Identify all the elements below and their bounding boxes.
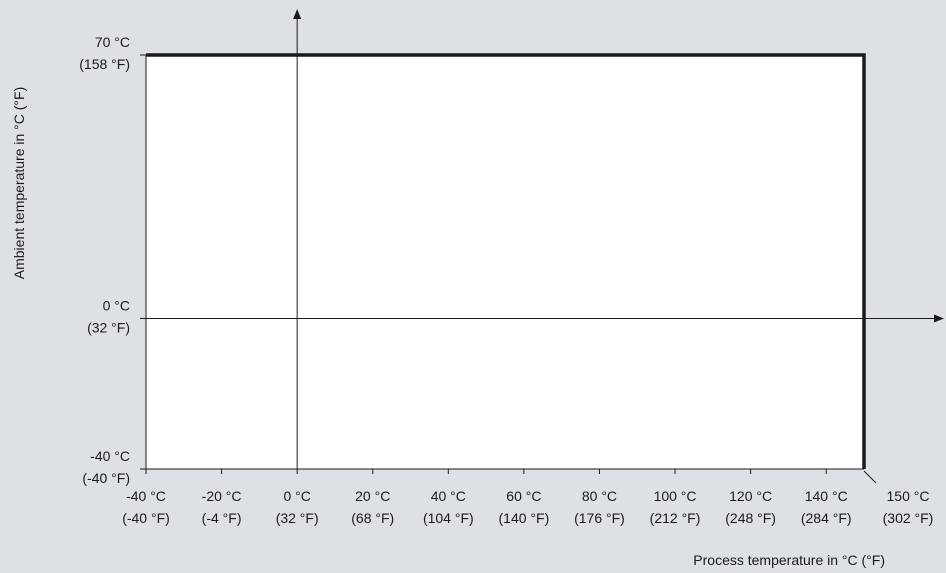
- x-tick-label-f: (176 °F): [574, 510, 625, 526]
- y-tick-label: 0 °C: [103, 297, 130, 313]
- y-axis-arrow: [293, 9, 302, 19]
- x-tick-label: -40 °C: [126, 488, 166, 504]
- x-tick-label-f: (140 °F): [499, 510, 550, 526]
- x-tick-label: 0 °C: [283, 488, 310, 504]
- plot-area: [146, 53, 866, 469]
- x-tick-label-f: (104 °F): [423, 510, 474, 526]
- x-tick-label-f: (284 °F): [801, 510, 852, 526]
- x-axis-title: Process temperature in °C (°F): [693, 552, 885, 568]
- x-tick-label: 150 °C: [887, 488, 930, 504]
- y-axis-title: Ambient temperature in °C (°F): [11, 87, 27, 279]
- x-tick-label-f: (248 °F): [725, 510, 776, 526]
- x-tick-label: 20 °C: [355, 488, 390, 504]
- operating-region: [146, 55, 864, 469]
- x-tick-label: 60 °C: [506, 488, 541, 504]
- x-axis-arrow: [934, 314, 944, 323]
- x-tick-label: -20 °C: [202, 488, 242, 504]
- tick-labels: -40 °C (-40 °F) -20 °C (-4 °F) 0 °C (32 °F) 20…: [79, 34, 933, 526]
- x-tick-label-f: (68 °F): [351, 510, 394, 526]
- x-tick-label-f: (-4 °F): [202, 510, 242, 526]
- y-tick-label-f: (-40 °F): [82, 470, 130, 486]
- x-tick-label: 140 °C: [805, 488, 848, 504]
- y-tick-label-f: (32 °F): [87, 319, 130, 335]
- x-tick-label: 120 °C: [729, 488, 772, 504]
- y-tick-label: -40 °C: [90, 448, 130, 464]
- x-tick-label: 80 °C: [582, 488, 617, 504]
- x-tick-leader: [863, 470, 877, 484]
- x-tick-label-f: (302 °F): [883, 510, 934, 526]
- x-tick-label-f: (32 °F): [276, 510, 319, 526]
- y-tick-label: 70 °C: [95, 34, 130, 50]
- x-tick-label-f: (212 °F): [650, 510, 701, 526]
- x-tick-label: 40 °C: [431, 488, 466, 504]
- y-tick-label-f: (158 °F): [79, 56, 130, 72]
- axes: [140, 9, 944, 484]
- boundary-line: [146, 53, 866, 469]
- x-tick-label: 100 °C: [654, 488, 697, 504]
- x-tick-label-f: (-40 °F): [122, 510, 170, 526]
